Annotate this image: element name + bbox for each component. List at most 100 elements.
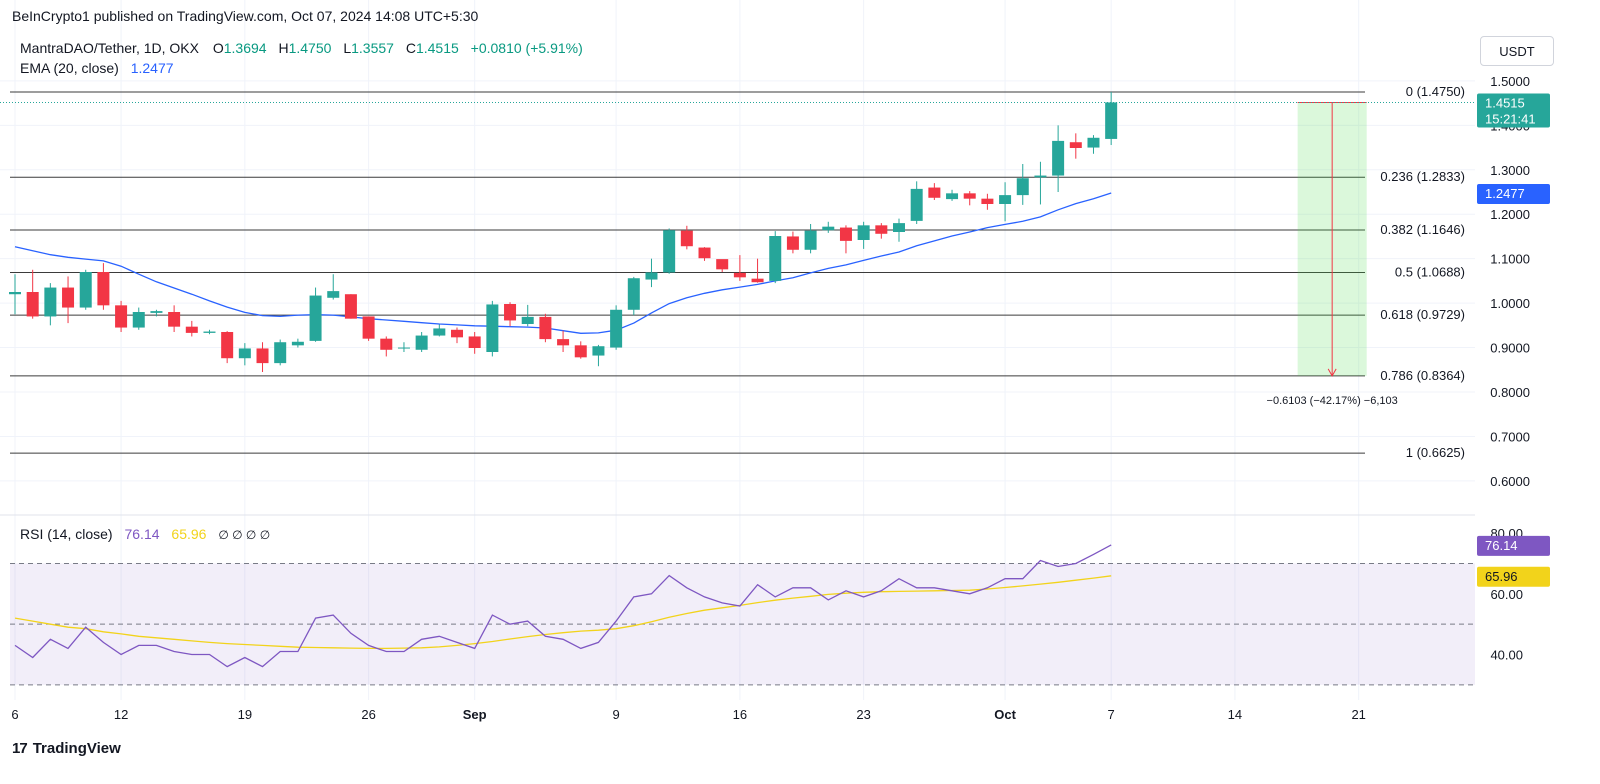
candle bbox=[557, 330, 570, 352]
time-tick-label: Sep bbox=[463, 707, 487, 722]
candle-body bbox=[539, 316, 552, 340]
candle-body bbox=[451, 329, 463, 338]
candle-body bbox=[415, 335, 428, 350]
candle-body bbox=[168, 312, 181, 327]
candle bbox=[433, 324, 446, 337]
candle bbox=[185, 320, 198, 337]
candle-body bbox=[380, 338, 393, 350]
publisher-line: BeInCrypto1 published on TradingView.com… bbox=[12, 8, 479, 24]
candle bbox=[680, 225, 693, 250]
candle-body bbox=[397, 347, 410, 349]
rsi-value: 76.14 bbox=[124, 526, 160, 542]
candle bbox=[1105, 92, 1118, 146]
tradingview-logo-icon: 17 bbox=[12, 740, 28, 757]
candle-body bbox=[115, 305, 128, 328]
symbol-name[interactable]: MantraDAO/Tether, 1D, OKX bbox=[20, 40, 199, 56]
candle bbox=[291, 338, 304, 348]
candle-body bbox=[468, 336, 481, 348]
candle bbox=[115, 300, 128, 332]
candle-body bbox=[592, 346, 605, 356]
candle bbox=[9, 274, 21, 315]
price-tick-label: 1.2000 bbox=[1490, 207, 1530, 222]
time-tick-label: 23 bbox=[856, 707, 870, 722]
candle bbox=[893, 218, 905, 242]
candle bbox=[274, 339, 287, 366]
candle-body bbox=[910, 188, 923, 221]
candle-body bbox=[344, 294, 357, 319]
candle-body bbox=[274, 342, 287, 364]
candle bbox=[344, 294, 357, 319]
candle-body bbox=[1069, 142, 1082, 148]
price-range-measure[interactable]: −0.6103 (−42.17%) −6,103 bbox=[1267, 101, 1398, 407]
currency-unit-selector[interactable]: USDT bbox=[1480, 36, 1554, 66]
grid-lines bbox=[0, 0, 1475, 700]
candle-body bbox=[857, 225, 870, 240]
last-price-badge-bg bbox=[1477, 93, 1550, 128]
candle bbox=[150, 309, 163, 317]
candle-body bbox=[946, 193, 959, 200]
candle-body bbox=[309, 295, 322, 341]
rsi-ma-badge-bg bbox=[1477, 566, 1550, 587]
candle bbox=[504, 302, 517, 327]
candle-body bbox=[893, 223, 905, 232]
time-tick-label: 16 bbox=[733, 707, 747, 722]
price-tick-label: 0.8000 bbox=[1490, 385, 1530, 400]
candle-body bbox=[680, 230, 693, 247]
rsi-legend: RSI (14, close) 76.14 65.96 ∅ ∅ ∅ ∅ bbox=[20, 526, 274, 542]
candle bbox=[574, 341, 587, 359]
ema-badge: 1.2477 bbox=[1477, 184, 1550, 205]
candle-body bbox=[256, 348, 269, 364]
time-tick-label: 12 bbox=[114, 707, 128, 722]
candle bbox=[362, 316, 375, 341]
candle-body bbox=[557, 339, 570, 346]
candle bbox=[1052, 125, 1065, 192]
time-axis[interactable]: 6 12 19 26 Sep 9 16 23 Oct 7 14 21 bbox=[11, 707, 1366, 722]
candle bbox=[698, 247, 711, 261]
rsi-badge: 76.14 bbox=[1477, 535, 1550, 556]
candle bbox=[44, 283, 57, 326]
tradingview-logo[interactable]: 17 TradingView bbox=[12, 740, 121, 757]
candle-body bbox=[79, 272, 92, 308]
candle bbox=[521, 304, 534, 327]
candle bbox=[486, 300, 499, 357]
candle-body bbox=[132, 312, 145, 328]
candle-body bbox=[663, 230, 676, 273]
candle-body bbox=[822, 226, 835, 231]
candle-body bbox=[486, 304, 499, 352]
candle-body bbox=[150, 311, 163, 313]
candle bbox=[1087, 135, 1100, 154]
candle-body bbox=[26, 292, 39, 317]
price-axis[interactable]: 1.50001.40001.30001.20001.10001.00000.90… bbox=[1490, 74, 1530, 489]
candle bbox=[132, 307, 145, 330]
fibonacci-retracement[interactable]: 0 (1.4750) 0.236 (1.2833) 0.382 (1.1646) 0.… bbox=[10, 84, 1465, 460]
fib-level-label: 0.5 (1.0688) bbox=[1395, 265, 1465, 280]
candle bbox=[221, 331, 234, 364]
fib-level-label: 0.382 (1.1646) bbox=[1380, 222, 1465, 237]
candle bbox=[751, 258, 764, 283]
candle bbox=[875, 223, 888, 239]
ema-badge-text: 1.2477 bbox=[1485, 186, 1525, 201]
candle bbox=[1069, 133, 1082, 159]
last-price-badge-text: 15:21:41 bbox=[1485, 111, 1536, 126]
candle-body bbox=[1034, 175, 1047, 178]
rsi-label[interactable]: RSI (14, close) bbox=[20, 526, 113, 542]
high-label: H bbox=[278, 40, 289, 56]
price-tick-label: 0.9000 bbox=[1490, 341, 1530, 356]
candle bbox=[963, 191, 976, 206]
fib-level-label: 0.786 (0.8364) bbox=[1380, 368, 1465, 383]
rsi-tick-label: 40.00 bbox=[1490, 648, 1523, 663]
candle bbox=[716, 259, 729, 272]
candle bbox=[769, 231, 782, 284]
candle bbox=[804, 224, 817, 254]
rsi-extra-values: ∅ ∅ ∅ ∅ bbox=[218, 528, 271, 542]
rsi-badge-text: 76.14 bbox=[1485, 538, 1518, 553]
candle-body bbox=[221, 332, 234, 359]
candlesticks bbox=[9, 92, 1118, 372]
candle-body bbox=[362, 316, 375, 339]
candle bbox=[592, 344, 605, 367]
candle bbox=[415, 332, 428, 352]
candle bbox=[62, 276, 75, 324]
ema-label[interactable]: EMA (20, close) bbox=[20, 60, 119, 76]
